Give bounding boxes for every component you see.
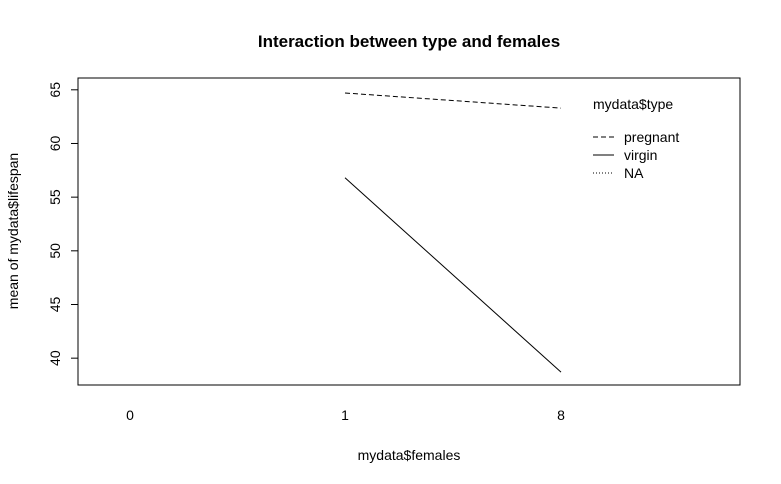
y-tick-label: 65 (47, 82, 63, 98)
x-axis: 0 1 8 (126, 407, 565, 423)
y-tick-label: 50 (47, 243, 63, 259)
x-axis-label: mydata$females (358, 447, 461, 463)
y-tick-label: 40 (47, 350, 63, 366)
chart-title: Interaction between type and females (258, 32, 560, 51)
x-tick-label: 0 (126, 407, 134, 423)
y-tick-label: 45 (47, 296, 63, 312)
plot-frame (77, 77, 741, 386)
x-tick-label: 1 (341, 407, 349, 423)
legend-label-virgin: virgin (624, 147, 657, 163)
y-tick-label: 60 (47, 135, 63, 151)
y-axis-label: mean of mydata$lifespan (5, 153, 21, 309)
y-tick-label: 55 (47, 189, 63, 205)
y-axis: 40 45 50 55 60 65 (47, 82, 79, 366)
legend-title: mydata$type (593, 96, 673, 112)
legend: mydata$type pregnant virgin NA (593, 96, 679, 181)
series-line-pregnant (344, 92, 562, 109)
series-line-virgin (344, 177, 562, 373)
legend-label-pregnant: pregnant (624, 129, 679, 145)
legend-label-na: NA (624, 165, 644, 181)
series-layer (344, 92, 562, 373)
x-tick-label: 8 (557, 407, 565, 423)
